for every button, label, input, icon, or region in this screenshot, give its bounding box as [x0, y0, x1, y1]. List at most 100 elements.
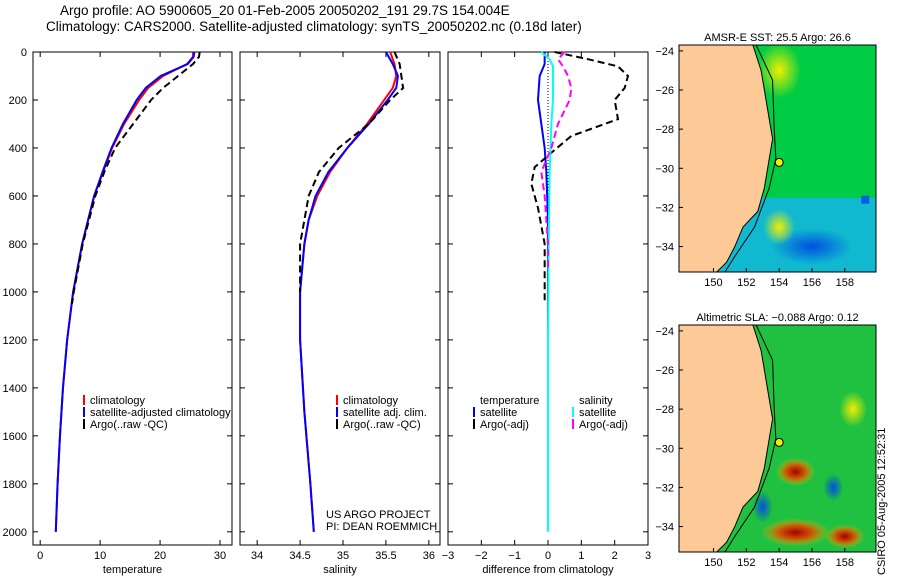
y-tick-label: 1200 — [3, 335, 27, 347]
y-tick-label: 0 — [21, 47, 27, 59]
map-lon-label: 152 — [737, 557, 755, 569]
map-lon-label: 158 — [836, 277, 854, 289]
series-line-salinity-satellite — [540, 51, 554, 532]
x-tick-label: 34.5 — [289, 550, 310, 562]
map-frame — [678, 44, 877, 273]
map-lon-label: 152 — [737, 277, 755, 289]
isobath-line — [724, 44, 777, 273]
low-anomaly — [823, 473, 844, 502]
x-tick-label: 3 — [645, 550, 651, 562]
y-tick-label: 400 — [9, 143, 27, 155]
map-lon-label: 154 — [770, 557, 788, 569]
series-line-salinity-argo-adj- — [540, 51, 573, 268]
legend-entry: Argo(-adj) — [480, 419, 529, 431]
series-line-argo-raw-qc- — [70, 51, 201, 305]
legend-entry: climatology — [343, 395, 399, 407]
low-anomaly — [752, 490, 773, 523]
legend-entry: salinity — [579, 395, 613, 407]
x-axis-label: difference from climatology — [482, 564, 614, 576]
x-tick-label: 34 — [251, 550, 263, 562]
cold-spot — [861, 195, 870, 204]
credit-project: US ARGO PROJECT — [326, 509, 431, 521]
x-axis-label: salinity — [323, 564, 357, 576]
x-tick-label: 20 — [154, 550, 166, 562]
map-lat-label: −34 — [655, 522, 674, 534]
warm-patch — [763, 208, 796, 245]
high-anomaly — [824, 524, 865, 549]
argo-float-marker — [774, 437, 784, 447]
x-tick-label: 0 — [37, 550, 43, 562]
plot-frame-1 — [32, 51, 233, 546]
map-lat-label: −26 — [655, 365, 674, 377]
map-lat-label: −30 — [655, 163, 674, 175]
figure-title-line2: Climatology: CARS2000. Satellite-adjuste… — [46, 19, 582, 34]
legend-entry: satellite-adjusted climatology — [90, 407, 231, 419]
argo-float-marker — [774, 157, 784, 167]
x-tick-label: 0 — [545, 550, 551, 562]
isobath-line — [724, 324, 777, 553]
map-lat-label: −30 — [655, 443, 674, 455]
high-anomaly — [760, 518, 831, 547]
sst-map-title: AMSR-E SST: 25.5 Argo: 26.6 — [704, 32, 851, 44]
legend-entry: climatology — [90, 395, 146, 407]
legend-entry: Argo(-adj) — [579, 419, 628, 431]
y-tick-label: 1800 — [3, 479, 27, 491]
map-lon-label: 158 — [836, 557, 854, 569]
csiro-timestamp: CSIRO 05-Aug-2005 12:52:31 — [876, 427, 888, 575]
map-lat-label: −26 — [655, 85, 674, 97]
x-tick-label: 10 — [94, 550, 106, 562]
x-tick-label: −3 — [442, 550, 455, 562]
legend-entry: satellite — [579, 407, 616, 419]
x-tick-label: 1 — [578, 550, 584, 562]
warm-patch — [757, 42, 802, 99]
x-tick-label: −1 — [508, 550, 521, 562]
series-line-satellite-adjusted-climatology — [54, 51, 196, 532]
x-axis-label: temperature — [103, 564, 162, 576]
x-tick-label: −2 — [475, 550, 488, 562]
land-australia — [678, 324, 774, 553]
figure-title-line1: Argo profile: AO 5900605_20 01-Feb-2005 … — [60, 3, 510, 18]
legend-entry: satellite — [480, 407, 517, 419]
legend-entry: satellite adj. clim. — [343, 407, 427, 419]
sla-map — [678, 324, 877, 553]
medium-anomaly — [839, 391, 868, 428]
map-lat-label: −24 — [655, 46, 674, 58]
sst-map — [678, 42, 877, 273]
map-lat-label: −28 — [655, 404, 674, 416]
series-line-satellite-adj-clim- — [299, 51, 399, 532]
map-lon-label: 150 — [704, 277, 722, 289]
y-tick-label: 1600 — [3, 431, 27, 443]
y-tick-label: 1000 — [3, 287, 27, 299]
x-tick-label: 30 — [214, 550, 226, 562]
map-lat-label: −34 — [655, 242, 674, 254]
credit-pi: PI: DEAN ROEMMICH — [326, 521, 437, 533]
y-tick-label: 1400 — [3, 383, 27, 395]
map-frame — [678, 324, 877, 553]
plot-frame-2 — [239, 51, 441, 546]
map-lon-label: 156 — [803, 277, 821, 289]
x-tick-label: 35.5 — [375, 550, 396, 562]
map-lat-label: −28 — [655, 124, 674, 136]
legend-entry: temperature — [480, 395, 539, 407]
series-line-argo-raw-qc- — [299, 51, 405, 292]
series-line-temperature-argo-adj- — [530, 51, 630, 302]
map-lat-label: −32 — [655, 482, 674, 494]
x-tick-label: 2 — [612, 550, 618, 562]
x-tick-label: 35 — [337, 550, 349, 562]
map-lon-label: 156 — [803, 557, 821, 569]
high-anomaly — [775, 457, 816, 486]
legend-entry: Argo(..raw -QC) — [343, 419, 421, 431]
map-lat-label: −24 — [655, 326, 674, 338]
y-tick-label: 800 — [9, 239, 27, 251]
y-tick-label: 600 — [9, 191, 27, 203]
map-lon-label: 154 — [770, 277, 788, 289]
map-lat-label: −32 — [655, 202, 674, 214]
map-lon-label: 150 — [704, 557, 722, 569]
land-australia — [678, 44, 774, 273]
x-tick-label: 36 — [423, 550, 435, 562]
y-tick-label: 200 — [9, 95, 27, 107]
y-tick-label: 2000 — [3, 527, 27, 539]
sla-map-title: Altimetric SLA: −0.088 Argo: 0.12 — [696, 312, 858, 324]
